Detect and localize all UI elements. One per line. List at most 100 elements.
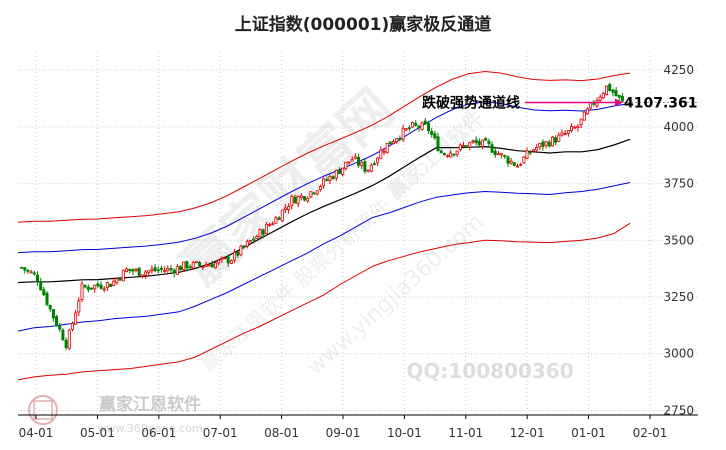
candle-up bbox=[391, 141, 395, 145]
candle-up bbox=[582, 111, 586, 121]
candle-down bbox=[32, 272, 36, 275]
candle-up bbox=[70, 322, 74, 330]
candle-down bbox=[547, 141, 551, 147]
candle-up bbox=[182, 261, 186, 271]
candle-down bbox=[20, 266, 24, 269]
candle-down bbox=[426, 122, 430, 132]
candle-up bbox=[140, 274, 144, 277]
candle-down bbox=[23, 267, 27, 271]
candle-up bbox=[496, 153, 500, 156]
candle-up bbox=[458, 144, 462, 151]
candle-up bbox=[233, 251, 237, 261]
candle-down bbox=[620, 96, 624, 102]
candle-up bbox=[125, 268, 129, 273]
candle-up bbox=[309, 191, 313, 198]
x-tick-label: 12-01 bbox=[510, 426, 545, 440]
annotation-layer: 跌破强势通道线 4107.361 bbox=[422, 95, 698, 112]
candle-down bbox=[337, 169, 341, 174]
candle-down bbox=[388, 141, 392, 145]
candle-down bbox=[474, 139, 478, 144]
annotation-value: 4107.361 bbox=[624, 96, 698, 112]
candle-up bbox=[328, 176, 332, 181]
candle-up bbox=[255, 235, 259, 240]
candle-down bbox=[611, 89, 615, 93]
y-tick-label: 3000 bbox=[663, 347, 694, 361]
candle-up bbox=[334, 169, 338, 179]
candle-down bbox=[156, 269, 160, 272]
candle-up bbox=[344, 161, 348, 170]
candle-up bbox=[576, 125, 580, 128]
candle-up bbox=[105, 282, 109, 289]
candle-up bbox=[500, 153, 504, 156]
candle-up bbox=[449, 152, 453, 158]
candle-down bbox=[487, 140, 491, 145]
candle-up bbox=[267, 224, 271, 227]
candle-down bbox=[36, 274, 40, 283]
candle-down bbox=[178, 266, 182, 271]
candle-up bbox=[102, 288, 106, 291]
candle-up bbox=[544, 141, 548, 146]
candle-down bbox=[99, 284, 103, 289]
candle-down bbox=[159, 267, 163, 270]
candle-up bbox=[115, 278, 119, 284]
candle-down bbox=[58, 325, 62, 330]
candle-down bbox=[42, 289, 46, 296]
series-line-outer-upper bbox=[17, 70, 631, 223]
candle-down bbox=[261, 229, 265, 235]
candle-down bbox=[417, 125, 421, 129]
candle-down bbox=[484, 137, 488, 141]
y-tick-label: 3750 bbox=[663, 177, 694, 191]
candle-down bbox=[363, 161, 367, 172]
candle-down bbox=[293, 196, 297, 204]
candle-down bbox=[430, 130, 434, 135]
candle-down bbox=[614, 90, 618, 97]
candle-down bbox=[452, 153, 456, 156]
candle-down bbox=[198, 262, 202, 266]
candle-up bbox=[525, 150, 529, 159]
candle-down bbox=[86, 286, 90, 290]
candle-up bbox=[150, 268, 154, 272]
candle-up bbox=[579, 118, 583, 126]
candle-up bbox=[287, 206, 291, 210]
candle-up bbox=[245, 241, 249, 247]
candle-down bbox=[153, 267, 157, 271]
candle-up bbox=[191, 261, 195, 269]
x-tick-label: 07-01 bbox=[203, 426, 238, 440]
candle-down bbox=[493, 150, 497, 155]
candle-up bbox=[194, 261, 198, 264]
candle-up bbox=[376, 157, 380, 164]
candle-up bbox=[204, 264, 208, 267]
candle-down bbox=[528, 151, 532, 154]
candle-down bbox=[439, 150, 443, 154]
candle-down bbox=[506, 156, 510, 164]
watermark-text: QQ:100800360 bbox=[406, 359, 573, 383]
candle-down bbox=[465, 145, 469, 149]
chart-title: 上证指数(000001)赢家极反通道 bbox=[234, 15, 492, 35]
candle-up bbox=[74, 312, 78, 325]
candle-up bbox=[519, 163, 523, 166]
series-line-inner-lower bbox=[17, 182, 631, 332]
candle-up bbox=[379, 149, 383, 159]
x-tick-label: 10-01 bbox=[387, 426, 422, 440]
candle-up bbox=[147, 270, 151, 273]
candle-up bbox=[341, 167, 345, 175]
candle-up bbox=[271, 223, 275, 226]
watermark-text: www.360gann.com bbox=[97, 422, 202, 435]
candle-up bbox=[175, 266, 179, 275]
candle-up bbox=[296, 195, 300, 204]
watermark-text: 赢家江恩软件 bbox=[99, 394, 201, 415]
candle-up bbox=[369, 164, 373, 172]
candle-down bbox=[109, 283, 113, 288]
candle-up bbox=[455, 150, 459, 155]
candle-down bbox=[617, 94, 621, 98]
candle-down bbox=[541, 141, 545, 148]
candle-up bbox=[134, 268, 138, 272]
x-tick-label: 02-01 bbox=[633, 426, 668, 440]
candle-up bbox=[395, 138, 399, 143]
candle-up bbox=[306, 197, 310, 202]
series-line-inner-upper bbox=[17, 101, 631, 254]
x-tick-label: 04-01 bbox=[19, 426, 54, 440]
candle-up bbox=[213, 262, 217, 269]
watermark-text: 赢家财富网 bbox=[172, 78, 405, 297]
candle-up bbox=[67, 330, 71, 349]
